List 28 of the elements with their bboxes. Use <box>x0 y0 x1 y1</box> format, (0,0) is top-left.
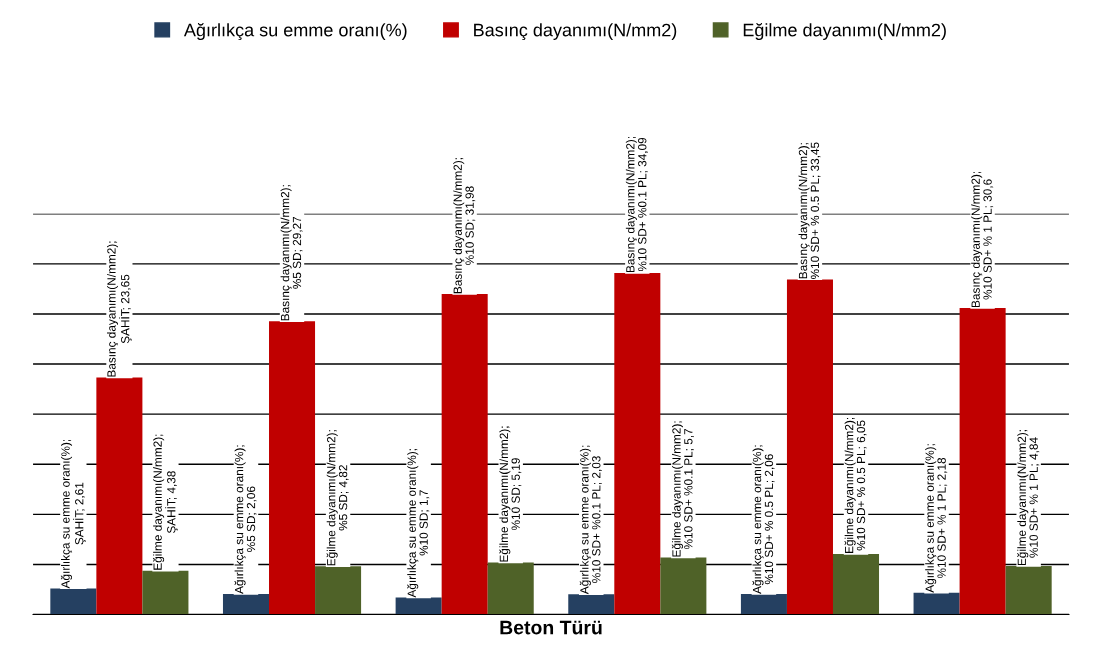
data-label: Ağırlıkça su emme oranı(%); %10 SD+ % 0.5 PL; 2,06 <box>752 445 775 594</box>
bar <box>913 592 960 615</box>
legend-label: Eğilme dayanımı(N/mm2) <box>743 22 946 40</box>
bar <box>740 593 787 615</box>
data-label: Eğilme dayanımı(N/mm2); %5 SD; 4,82 <box>326 430 349 566</box>
data-label: Ağırlıkça su emme oranı(%); ŞAHİT; 2,61 <box>60 439 86 589</box>
data-label: Eğilme dayanımı(N/mm2); %10 SD+ %0.1 PL; 5,7 <box>671 421 694 557</box>
data-label: Basınç dayanımı(N/mm2); %10 SD+ %0.1 PL; 34,09 <box>625 136 648 273</box>
data-label: Basınç dayanımı(N/mm2); %10 SD; 31,98 <box>453 158 476 294</box>
legend-label: Basınç dayanımı(N/mm2) <box>474 23 677 41</box>
bar <box>395 597 442 615</box>
bar <box>50 588 97 615</box>
data-label: Ağırlıkça su emme oranı(%); %10 SD+ %0.1 PL; 2,03 <box>579 445 602 595</box>
data-label: Eğilme dayanımı(N/mm2); %10 SD+ % 0.5 PL; 6,05 <box>844 417 867 553</box>
bar <box>222 593 270 615</box>
data-label: Basınç dayanımı(N/mm2); %10 SD+ % 1 PL; 30,6 <box>971 171 994 307</box>
data-label: Eğilme dayanımı(N/mm2); ŞAHİT; 4,38 <box>152 434 178 570</box>
data-label: Basınç dayanımı(N/mm2); %5 SD; 29,27 <box>280 185 303 321</box>
legend-label: Ağırlıkça su emme oranı(%) <box>183 22 407 41</box>
data-label: Basınç dayanımı(N/mm2); ŞAHİT; 23,65 <box>106 241 132 377</box>
data-label: Eğilme dayanımı(N/mm2); %10 SD; 5,19 <box>499 426 522 562</box>
bar <box>568 594 615 615</box>
data-label: Ağırlıkça su emme oranı(%); %10 SD; 1,7 <box>407 449 430 598</box>
data-label: Ağırlıkça su emme oranı(%); %5 SD; 2,06 <box>234 445 257 594</box>
data-label: Eğilme dayanımı(N/mm2); %10 SD+ % 1 PL; 4,84 <box>1017 430 1040 566</box>
x-axis-title: Beton Türü <box>500 620 602 635</box>
data-label: Basınç dayanımı(N/mm2); %10 SD+ % 0.5 PL; 33,45 <box>798 142 821 279</box>
data-label: Ağırlıkça su emme oranı(%); %10 SD+ % 1 PL; 2,18 <box>925 444 948 593</box>
